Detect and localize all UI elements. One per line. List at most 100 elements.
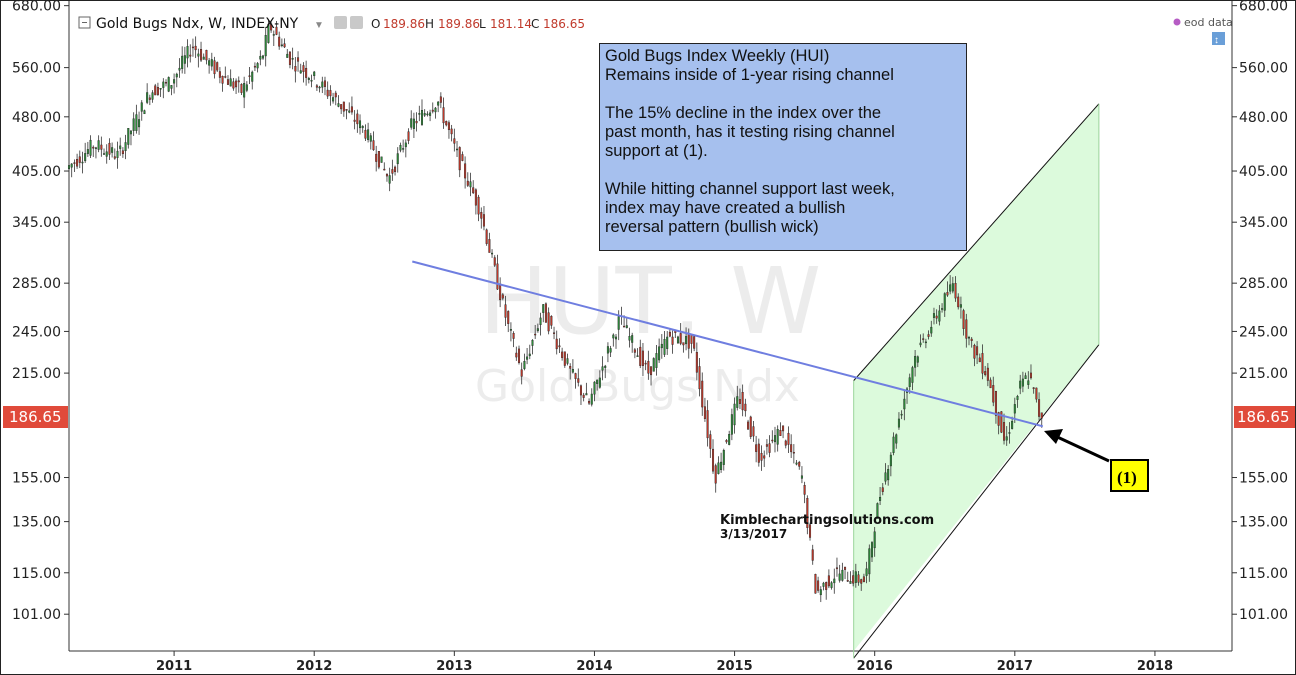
candle-body xyxy=(601,366,604,371)
callout-arrowhead xyxy=(1044,429,1063,444)
y-tick-label-right: 115.00 xyxy=(1239,566,1288,582)
candle-body xyxy=(590,393,593,405)
candle-body xyxy=(903,398,906,410)
candle-body xyxy=(113,156,116,159)
visibility-icon[interactable] xyxy=(350,16,363,29)
candle-body xyxy=(609,348,612,353)
candle-body xyxy=(143,110,146,115)
candle-body xyxy=(569,366,572,369)
candle-body xyxy=(434,107,437,113)
candle-body xyxy=(81,161,84,164)
settings-icon[interactable] xyxy=(334,16,347,29)
candle-body xyxy=(779,430,782,436)
candle-body xyxy=(361,125,364,129)
candle-body xyxy=(720,461,723,470)
candle-body xyxy=(682,342,685,346)
credit-date: 3/13/2017 xyxy=(720,527,787,541)
candle-body xyxy=(741,392,744,411)
candle-body xyxy=(270,23,273,31)
candle-body xyxy=(348,110,351,113)
candle-body xyxy=(822,582,825,587)
candle-body xyxy=(790,444,793,453)
candle-body xyxy=(340,104,343,110)
y-tick-label-right: 560.00 xyxy=(1239,61,1288,77)
close-value: 186.65 xyxy=(543,17,585,31)
candle-body xyxy=(264,35,267,57)
candle-body xyxy=(356,113,359,125)
scale-toggle-button[interactable] xyxy=(1212,32,1225,45)
candle-body xyxy=(259,55,262,60)
x-axis: 2011 2012 2013 2014 2015 2016 2017 2018 xyxy=(156,651,1173,674)
x-tick-label: 2017 xyxy=(997,659,1033,674)
candle-body xyxy=(162,81,165,88)
candle-body xyxy=(501,294,504,299)
candle-body xyxy=(458,147,461,171)
candle-body xyxy=(278,36,281,47)
candle-body xyxy=(579,385,582,396)
candle-body xyxy=(558,345,561,348)
y-tick-label-right: 155.00 xyxy=(1239,471,1288,487)
candle-body xyxy=(515,352,518,358)
symbol-header[interactable]: Gold Bugs Ndx, W, INDEX-NY ▼ O 189.86 H … xyxy=(78,16,585,32)
candle-body xyxy=(628,336,631,341)
callout: (1) xyxy=(1044,429,1149,492)
candle-body xyxy=(305,67,308,78)
y-tick-label-left: 285.00 xyxy=(12,276,61,292)
candle-body xyxy=(712,448,715,472)
candle-body xyxy=(542,304,545,313)
candle-body xyxy=(92,146,95,149)
candle-body xyxy=(156,86,159,95)
candle-body xyxy=(623,325,626,328)
candle-body xyxy=(129,130,132,135)
candle-body xyxy=(445,121,448,126)
candle-body xyxy=(663,339,666,355)
candle-body xyxy=(173,79,176,84)
candle-body xyxy=(908,377,911,387)
candle-body xyxy=(852,575,855,584)
candle-body xyxy=(280,44,283,47)
symbol-title[interactable]: Gold Bugs Ndx, W, INDEX-NY xyxy=(96,16,299,32)
candle-body xyxy=(294,66,297,72)
candle-body xyxy=(94,147,97,149)
watermark-name: Gold Bugs Ndx xyxy=(475,361,800,412)
last-price-tag-right xyxy=(1234,406,1295,428)
y-tick-label-left: 155.00 xyxy=(12,471,61,487)
candle-body xyxy=(932,313,935,318)
candle-body xyxy=(1005,436,1008,441)
candle-body xyxy=(943,293,946,311)
candle-body xyxy=(364,129,367,139)
candle-body xyxy=(765,444,768,447)
candle-body xyxy=(747,421,750,430)
candle-body xyxy=(159,88,162,90)
candle-body xyxy=(803,485,806,495)
candle-body xyxy=(297,57,300,62)
candle-body xyxy=(191,46,194,49)
candle-body xyxy=(439,96,442,103)
candle-body xyxy=(887,469,890,481)
candle-body xyxy=(528,353,531,357)
candle-body xyxy=(773,435,777,443)
candle-body xyxy=(671,336,674,345)
candle-body xyxy=(827,575,830,587)
candle-body xyxy=(499,283,502,301)
candle-body xyxy=(447,122,450,131)
candle-body xyxy=(127,128,130,145)
candle-body xyxy=(730,414,733,435)
candle-body xyxy=(636,355,639,357)
candle-body xyxy=(992,385,995,403)
candle-body xyxy=(873,531,876,549)
candle-body xyxy=(949,284,952,292)
candle-body xyxy=(251,71,254,82)
candle-body xyxy=(881,487,884,492)
chevron-down-icon[interactable]: ▼ xyxy=(314,20,324,31)
candle-body xyxy=(571,369,574,373)
candle-body xyxy=(911,367,914,383)
high-label: H xyxy=(425,17,434,31)
candle-body xyxy=(951,283,954,292)
candle-body xyxy=(235,80,238,88)
candle-body xyxy=(181,55,184,69)
y-tick-label-right: 345.00 xyxy=(1239,215,1288,231)
candle-body xyxy=(332,97,335,102)
candle-body xyxy=(388,175,391,184)
